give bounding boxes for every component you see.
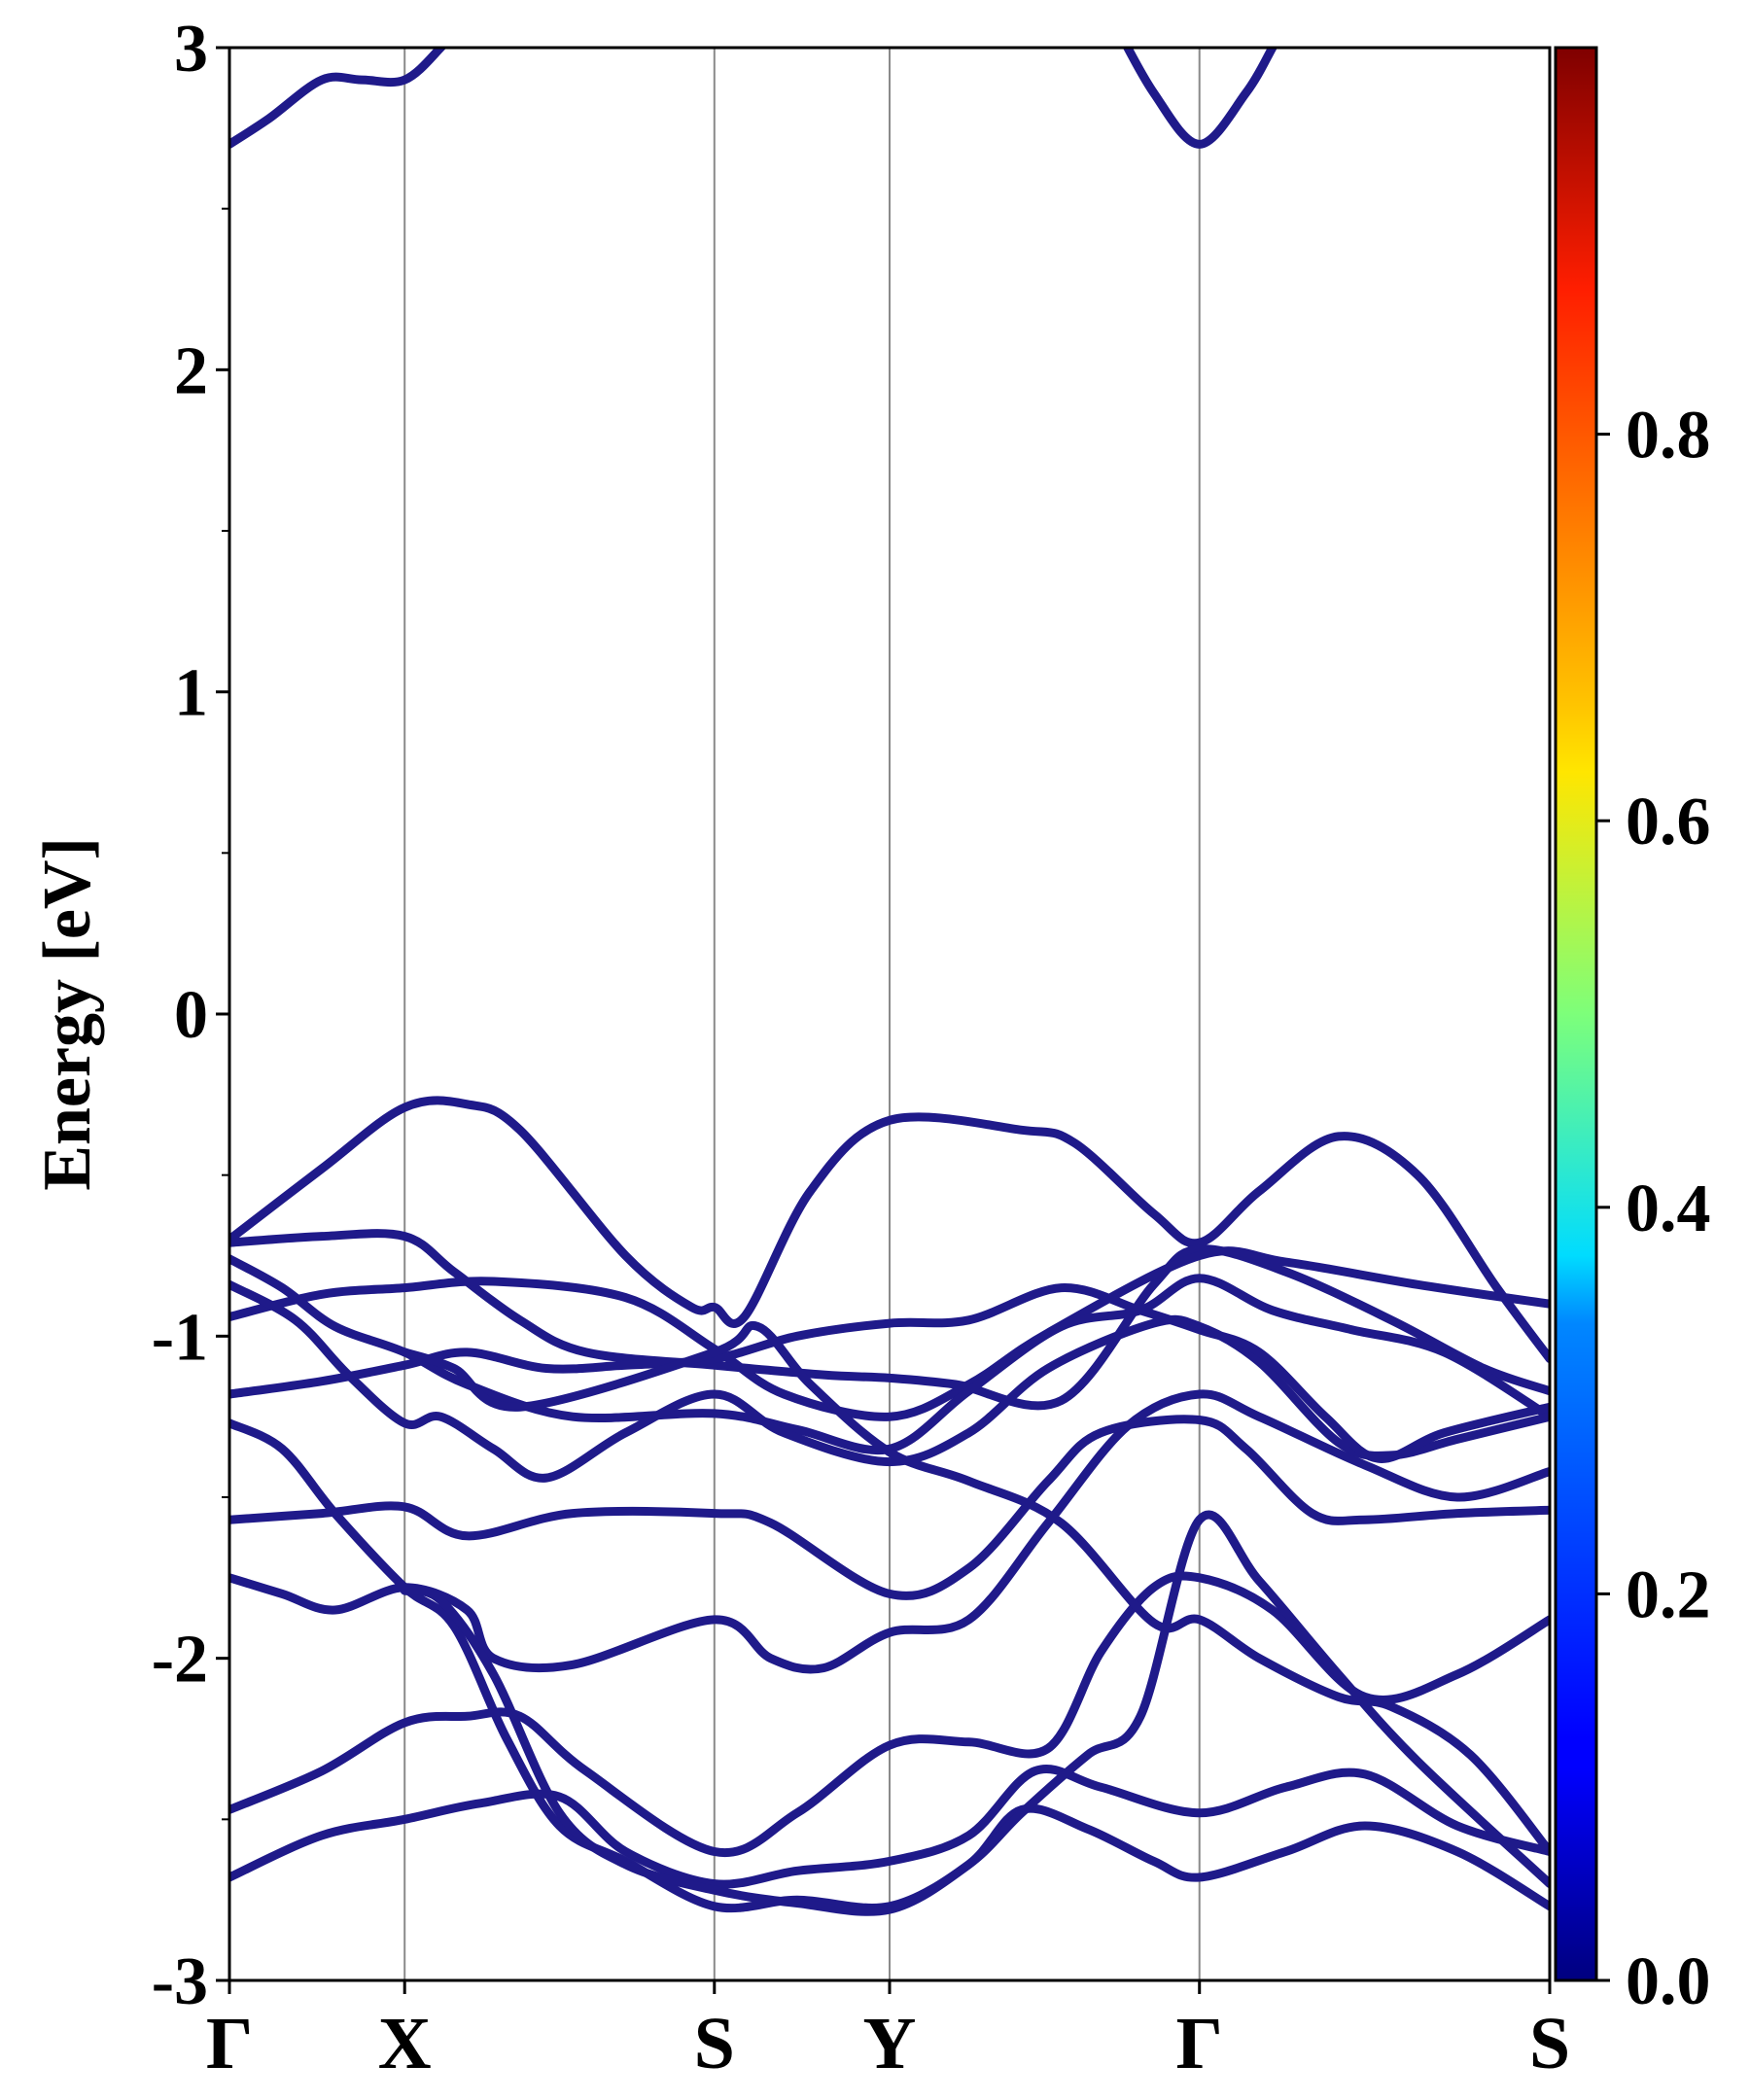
- band-line-7: [229, 1279, 1550, 1483]
- colorbar-tick-label-1: 0.2: [1626, 1558, 1711, 1632]
- band-line-15: [400, 1320, 1550, 1856]
- y-axis-ticks: 3 2 1 0 -1 -2 -3: [152, 12, 229, 2019]
- colorbar-gradient: [1554, 46, 1598, 1982]
- x-tick-label-1: X: [378, 2003, 432, 2084]
- y-axis-label: Energy [eV]: [30, 837, 105, 1191]
- y-tick-label-1: 2: [174, 333, 208, 408]
- band-line-1: [229, 48, 447, 149]
- x-tick-label-0: Γ: [206, 2003, 253, 2084]
- band-line-9: [229, 1418, 1550, 1913]
- band-line-12: [229, 1571, 1550, 1858]
- colorbar-tick-label-3: 0.6: [1626, 785, 1711, 859]
- y-tick-label-4: -1: [152, 1300, 208, 1375]
- y-tick-label-2: 1: [174, 656, 208, 731]
- colorbar-tick-label-2: 0.4: [1626, 1172, 1711, 1246]
- x-tick-label-2: S: [694, 2003, 735, 2084]
- y-tick-label-6: -3: [152, 1944, 208, 2019]
- colorbar-ticks: 0.0 0.2 0.4 0.6 0.8: [1596, 399, 1711, 2019]
- y-tick-label-5: -2: [152, 1623, 208, 1698]
- high-symmetry-lines: [403, 48, 1201, 1980]
- y-tick-label-3: 0: [174, 978, 208, 1053]
- band-line-5: [229, 1246, 1550, 1421]
- band-line-10: [229, 1415, 1550, 1600]
- x-tick-label-4: Γ: [1176, 2003, 1223, 2084]
- band-line-2: [1122, 48, 1278, 149]
- x-tick-label-5: S: [1529, 2003, 1570, 2084]
- colorbar: 0.0 0.2 0.4 0.6 0.8: [1554, 46, 1711, 2019]
- band-lines: [229, 48, 1550, 1916]
- band-line-14: [400, 1510, 1550, 1916]
- x-tick-label-3: Y: [863, 2003, 917, 2084]
- colorbar-tick-label-0: 0.0: [1626, 1944, 1711, 2019]
- band-line-13: [229, 1765, 1550, 1889]
- band-line-3: [229, 1096, 1550, 1363]
- band-line-8: [229, 1283, 1550, 1463]
- band-line-4: [229, 1229, 1550, 1411]
- colorbar-tick-label-4: 0.8: [1626, 399, 1711, 473]
- y-tick-label-0: 3: [174, 12, 208, 87]
